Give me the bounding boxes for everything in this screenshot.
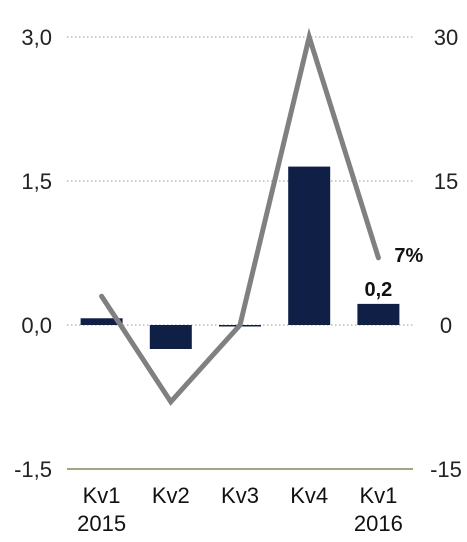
- x-tick-label-year: 2015: [77, 511, 126, 536]
- bar: [80, 318, 123, 325]
- x-tick-label: Kv3: [221, 483, 259, 508]
- x-tick-label: Kv1: [359, 483, 397, 508]
- left-tick-label: 3,0: [21, 25, 52, 50]
- gridlines: [67, 36, 413, 326]
- axes: 3,0 1,5 0,0 -1,5 30 15 0 -15: [14, 25, 462, 482]
- right-tick-label: 0: [440, 313, 452, 338]
- line-data-label: 7%: [394, 245, 423, 267]
- line-series-path: [99, 27, 381, 406]
- right-tick-label: 30: [434, 25, 458, 50]
- right-tick-label: 15: [434, 169, 458, 194]
- bar: [288, 166, 331, 325]
- left-tick-label: 0,0: [21, 313, 52, 338]
- x-tick-label: Kv4: [290, 483, 328, 508]
- x-tick-label: Kv1: [83, 483, 121, 508]
- labels: Kv1 2015 Kv2 Kv3 Kv4 Kv1 2016 0,27%: [77, 245, 423, 536]
- bar-data-label: 0,2: [364, 279, 392, 301]
- left-tick-label: 1,5: [21, 169, 52, 194]
- bar: [149, 325, 192, 349]
- line-series: [99, 27, 381, 406]
- x-tick-label-year: 2016: [354, 511, 403, 536]
- bar: [357, 303, 400, 325]
- bar-series: [80, 166, 400, 349]
- left-tick-label: -1,5: [14, 457, 52, 482]
- x-tick-label: Kv2: [152, 483, 190, 508]
- right-tick-label: -15: [430, 457, 462, 482]
